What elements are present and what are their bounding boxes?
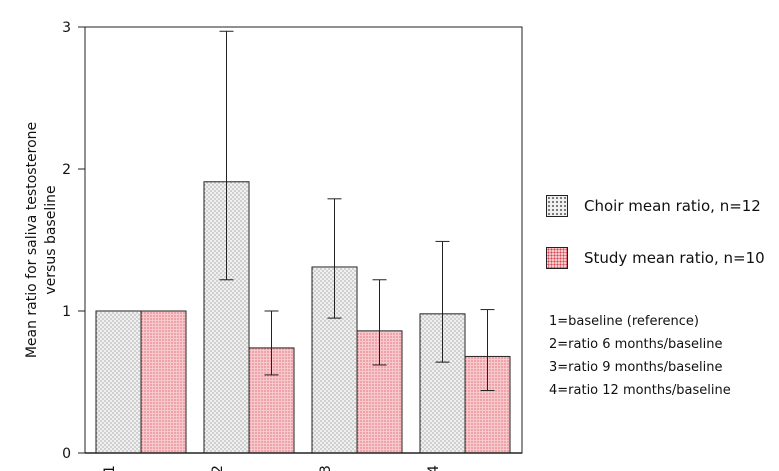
- note-2: 2=ratio 6 months/baseline: [549, 337, 723, 352]
- bar-study-1: [140, 310, 187, 454]
- y-axis: 0 1 2 3: [62, 20, 85, 462]
- error-bar-choir-3: [327, 198, 342, 319]
- bars: [85, 181, 522, 454]
- error-bar-choir-2: [219, 30, 234, 281]
- error-bars: [219, 30, 495, 392]
- note-3: 3=ratio 9 months/baseline: [549, 360, 723, 375]
- legend-item-study: Study mean ratio, n=10: [546, 246, 765, 270]
- y-axis-title-line1: Mean ratio for saliva testosterone: [24, 122, 40, 358]
- error-bar-study-3: [372, 279, 387, 366]
- y-tick-label-2: 2: [62, 162, 71, 178]
- y-tick-label-3: 3: [62, 20, 71, 36]
- y-axis-title-line2: versus baseline: [43, 185, 59, 294]
- bar-choir-1: [95, 310, 142, 454]
- legend-label-choir: Choir mean ratio, n=12: [584, 197, 761, 215]
- error-bar-choir-4: [435, 240, 450, 363]
- y-tick-label-1: 1: [62, 304, 71, 320]
- x-tick-label-4: 4: [426, 465, 442, 471]
- legend-label-study: Study mean ratio, n=10: [584, 249, 765, 267]
- error-bar-study-2: [264, 310, 279, 376]
- legend-swatch-choir: [546, 195, 568, 217]
- x-tick-label-2: 2: [210, 465, 226, 471]
- y-tick-label-0: 0: [62, 446, 71, 462]
- legend-swatch-study: [546, 247, 568, 269]
- note-4: 4=ratio 12 months/baseline: [549, 383, 731, 398]
- note-1: 1=baseline (reference): [549, 314, 699, 329]
- legend-item-choir: Choir mean ratio, n=12: [546, 194, 765, 218]
- x-axis: 1 2 3 4: [102, 465, 442, 471]
- category-notes: 1=baseline (reference) 2=ratio 6 months/…: [549, 310, 731, 402]
- x-tick-label-3: 3: [318, 465, 334, 471]
- legend: Choir mean ratio, n=12 Study mean ratio,…: [546, 194, 765, 298]
- error-bar-study-4: [480, 309, 495, 392]
- x-tick-label-1: 1: [102, 465, 118, 471]
